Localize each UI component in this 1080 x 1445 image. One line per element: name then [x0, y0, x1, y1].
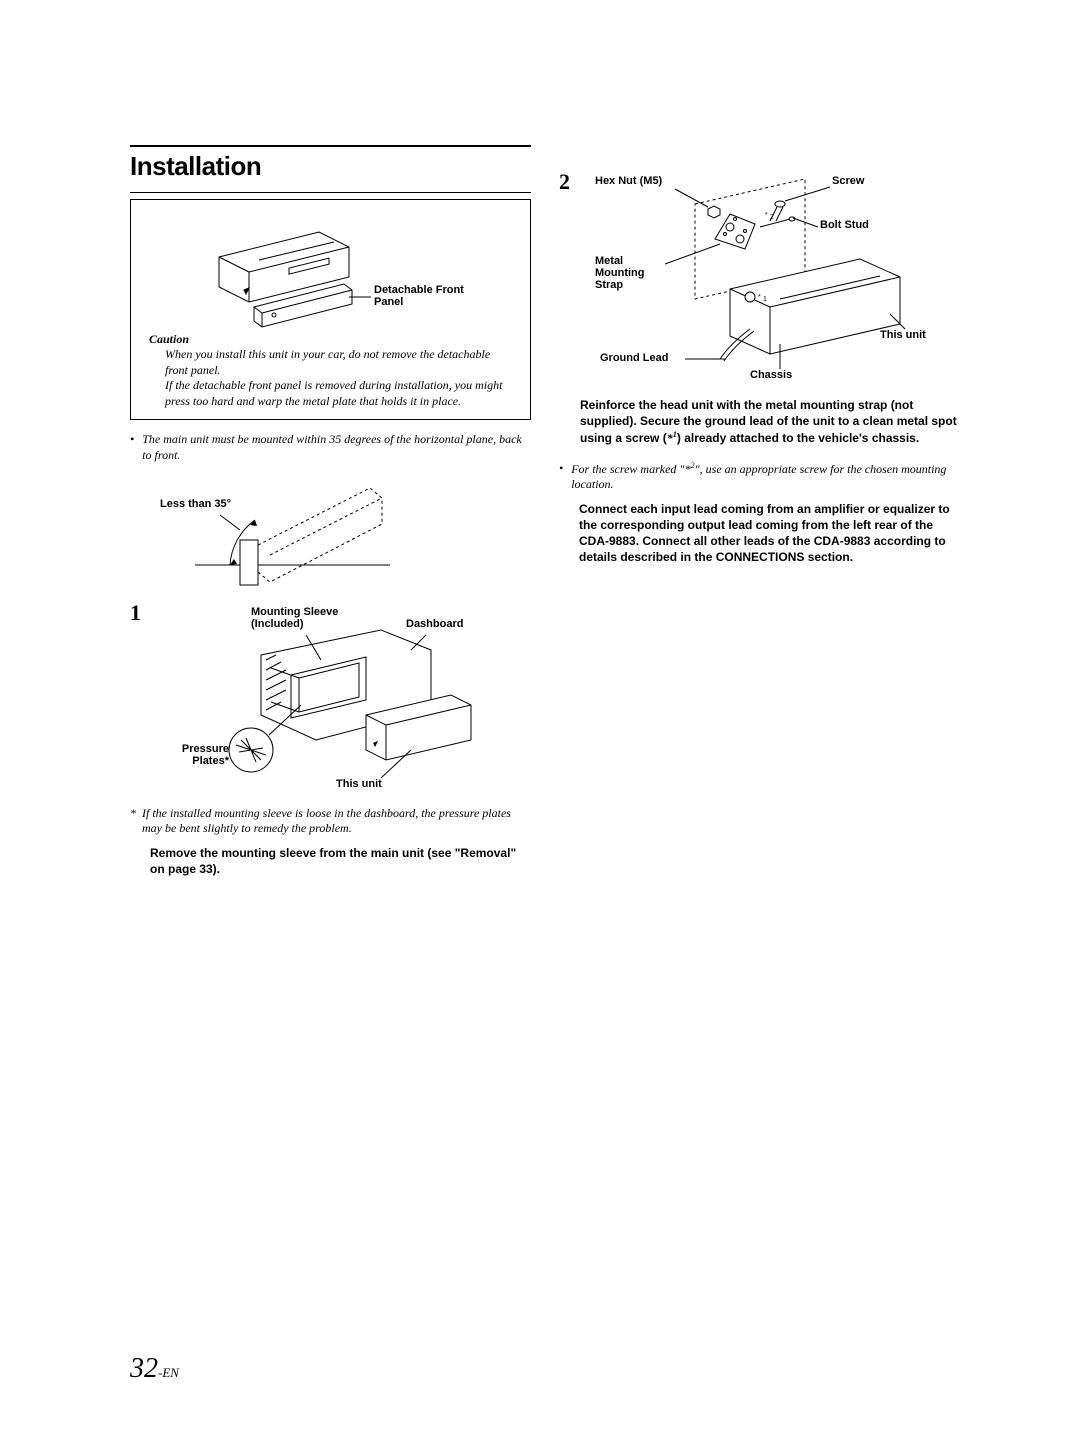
step-2-body: * 2 — [580, 169, 960, 455]
svg-text:*: * — [765, 212, 768, 219]
bullet-dot-2: • — [559, 461, 563, 493]
two-column-layout: Installation — [130, 145, 960, 885]
note-2-text: For the screw marked "*2", use an approp… — [571, 461, 960, 493]
step-1-instruction: Remove the mounting sleeve from the main… — [150, 845, 531, 877]
boltstud-label: Bolt Stud — [820, 219, 869, 231]
step-2-instruction-2: Connect each input lead coming from an a… — [579, 501, 960, 566]
dashboard-label: Dashboard — [406, 618, 463, 630]
step-2-diagram: * 2 — [580, 169, 960, 389]
step-2-number: 2 — [559, 169, 570, 455]
left-column: Installation — [130, 145, 531, 885]
right-column: 2 — [559, 145, 960, 885]
step-2-note: • For the screw marked "*2", use an appr… — [559, 461, 960, 493]
front-panel-label: Detachable Front Panel — [374, 284, 484, 308]
inst1-post: ) already attached to the vehicle's chas… — [677, 431, 919, 445]
svg-text:2: 2 — [770, 214, 774, 221]
sleeve-label: Mounting Sleeve (Included) — [251, 606, 361, 630]
step-1-footnote: * If the installed mounting sleeve is lo… — [130, 806, 531, 837]
step-1: 1 — [130, 600, 531, 800]
hexnut-label: Hex Nut (M5) — [595, 175, 662, 187]
step-1-diagram: Mounting Sleeve (Included) Dashboard Pre… — [151, 600, 531, 800]
step-1-body: Mounting Sleeve (Included) Dashboard Pre… — [151, 600, 531, 800]
step-2: 2 — [559, 169, 960, 455]
page-number-value: 32 — [130, 1353, 158, 1384]
step-1-number: 1 — [130, 600, 141, 800]
caution-text-2: If the detachable front panel is removed… — [165, 378, 512, 409]
svg-text:1: 1 — [763, 296, 767, 303]
caution-text-1: When you install this unit in your car, … — [165, 347, 512, 378]
chassis-label: Chassis — [750, 369, 792, 381]
caution-label: Caution — [149, 332, 512, 347]
front-panel-diagram: Detachable Front Panel — [149, 212, 512, 332]
bullet-dot: • — [130, 432, 134, 463]
angle-diagram-svg — [160, 470, 420, 590]
note2-pre: For the screw marked " — [571, 462, 684, 476]
front-panel-svg — [149, 212, 489, 332]
pressure-label: Pressure Plates* — [151, 743, 229, 767]
angle-diagram: Less than 35° — [160, 470, 531, 590]
title-rule-thin — [130, 192, 531, 193]
section-title: Installation — [130, 151, 531, 182]
angle-label: Less than 35° — [160, 498, 231, 510]
strap-label: Metal Mounting Strap — [595, 255, 665, 291]
step-1-svg — [151, 600, 511, 800]
angle-note: • The main unit must be mounted within 3… — [130, 432, 531, 463]
inst1-sup: *1 — [667, 431, 677, 445]
page-container: Installation — [0, 0, 1080, 1445]
step-2-instruction-1: Reinforce the head unit with the metal m… — [580, 397, 960, 447]
angle-note-text: The main unit must be mounted within 35 … — [142, 432, 531, 463]
caution-diagram-box: Detachable Front Panel Caution When you … — [130, 199, 531, 420]
svg-text:*: * — [758, 294, 761, 301]
footnote-text: If the installed mounting sleeve is loos… — [142, 806, 531, 837]
ground-label: Ground Lead — [600, 352, 668, 364]
page-number: 32-EN — [130, 1353, 179, 1385]
screw-label: Screw — [832, 175, 864, 187]
unit-label-1: This unit — [336, 778, 382, 790]
title-rule-thick — [130, 145, 531, 147]
page-number-suffix: -EN — [158, 1365, 179, 1380]
note2-sup: *2 — [684, 462, 694, 476]
asterisk-mark: * — [130, 806, 136, 837]
unit-label-2: This unit — [880, 329, 926, 341]
